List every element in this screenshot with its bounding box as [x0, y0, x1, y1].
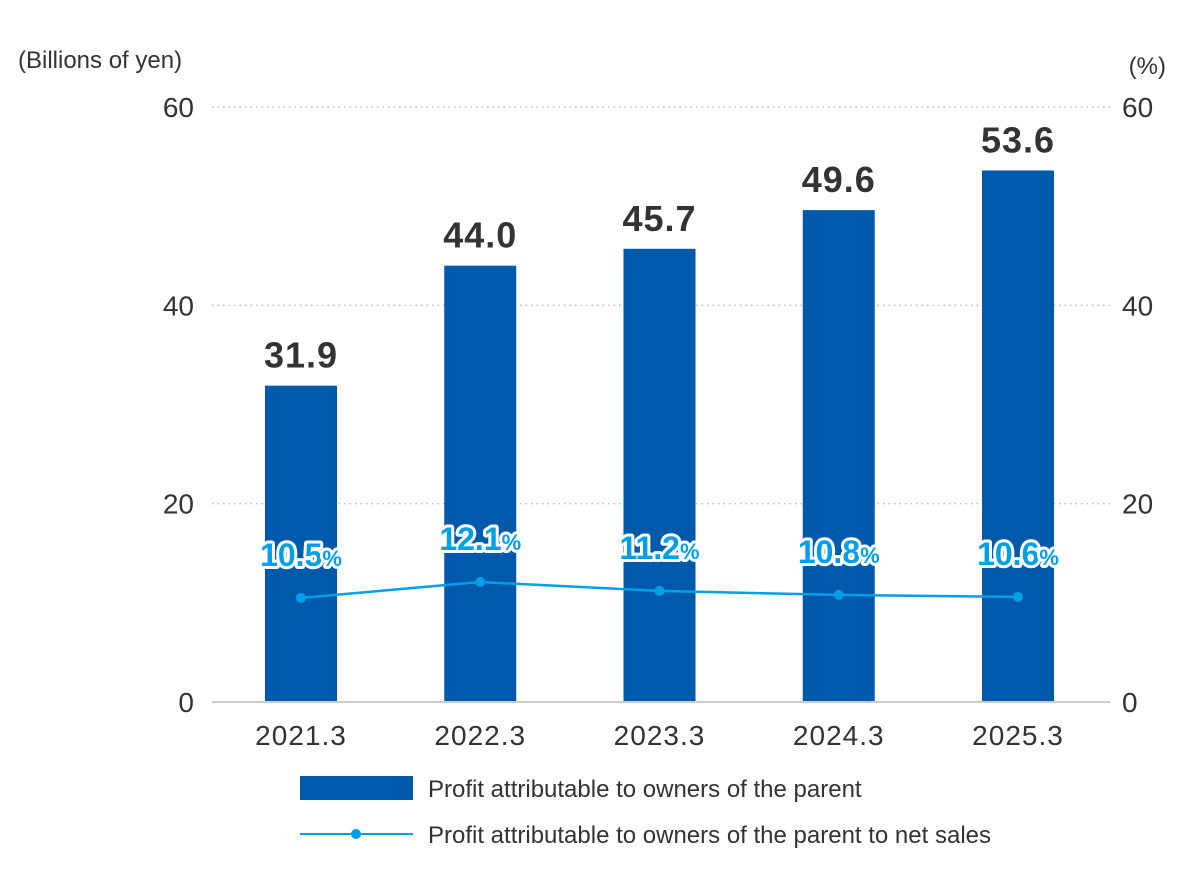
right-tick-label: 40: [1122, 290, 1153, 321]
left-tick-label: 40: [163, 290, 194, 321]
left-axis-ticks: 0 20 40 60: [163, 92, 194, 718]
line-value-label: 10.5%: [260, 537, 342, 573]
line-value-label: 11.2%: [619, 530, 699, 566]
legend: Profit attributable to owners of the par…: [300, 776, 991, 849]
x-category-label: 2024.3: [793, 720, 885, 751]
left-tick-label: 20: [163, 489, 194, 520]
bar-value-label: 49.6: [802, 159, 876, 200]
right-tick-label: 20: [1122, 489, 1153, 520]
line-point: [833, 589, 844, 600]
bar: [802, 210, 875, 702]
bar: [265, 385, 337, 702]
right-axis-ticks: 0 20 40 60: [1122, 92, 1153, 718]
bar-series: 31.9 44.0 45.7 49.6 53.6: [264, 119, 1055, 702]
legend-swatch-marker: [351, 829, 361, 839]
line-point: [1013, 591, 1023, 602]
bar: [444, 265, 517, 702]
line-value-label: 10.6%: [977, 536, 1059, 572]
bar-value-label: 45.7: [622, 198, 696, 239]
legend-swatch-bar: [300, 776, 413, 800]
legend-label-bar: Profit attributable to owners of the par…: [428, 776, 862, 803]
bar-value-label: 44.0: [443, 215, 517, 256]
left-axis-unit: (Billions of yen): [18, 47, 182, 74]
x-category-label: 2023.3: [614, 720, 706, 751]
bar-value-label: 53.6: [981, 119, 1055, 160]
bar: [982, 170, 1054, 702]
line-point: [296, 592, 306, 603]
right-tick-label: 60: [1122, 92, 1153, 123]
bar-value-label: 31.9: [264, 335, 338, 376]
x-category-label: 2025.3: [972, 720, 1064, 751]
legend-label-line: Profit attributable to owners of the par…: [428, 822, 991, 849]
left-tick-label: 60: [163, 92, 194, 123]
gridlines: [212, 106, 1110, 505]
right-tick-label: 0: [1122, 687, 1138, 718]
line-value-label: 12.1%: [439, 521, 521, 557]
bar: [623, 248, 696, 702]
x-axis-categories: 2021.3 2022.3 2023.3 2024.3 2025.3: [255, 720, 1064, 751]
x-category-label: 2022.3: [434, 720, 526, 751]
line-point: [654, 585, 665, 596]
line-point: [475, 577, 486, 588]
left-tick-label: 0: [178, 687, 194, 718]
right-axis-unit: (%): [1129, 53, 1166, 80]
line-value-label: 10.8%: [798, 534, 880, 570]
x-category-label: 2021.3: [255, 720, 347, 751]
line-series: 10.5% 12.1% 11.2% 10.8% 10.6%: [257, 518, 1062, 603]
